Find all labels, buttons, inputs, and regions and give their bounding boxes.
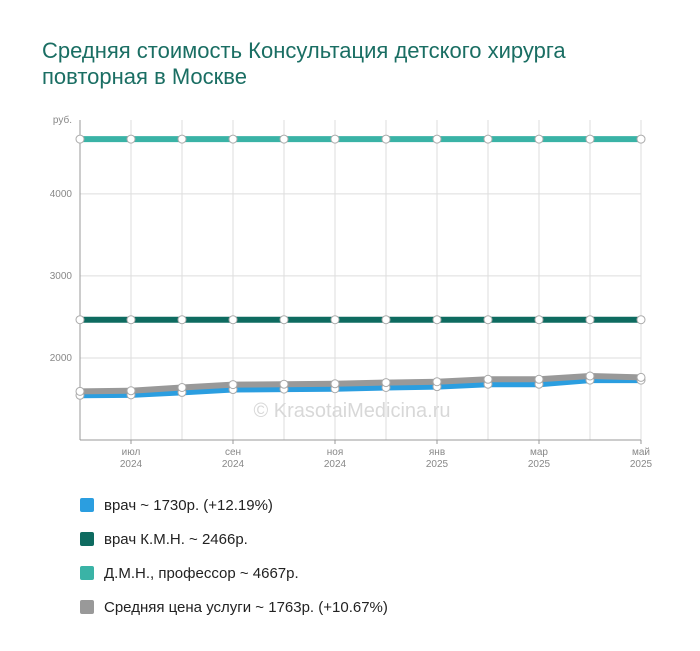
data-point	[126, 134, 136, 144]
x-tick-label-year: 2025	[528, 459, 551, 470]
data-point	[228, 315, 238, 325]
data-point	[177, 134, 187, 144]
data-point	[381, 378, 391, 388]
data-point	[483, 134, 493, 144]
x-tick-label-year: 2024	[222, 459, 245, 470]
chart-title: Средняя стоимость Консультация детского …	[42, 38, 566, 89]
x-tick-label-year: 2024	[324, 459, 347, 470]
data-point	[534, 315, 544, 325]
x-tick-label-month: сен	[225, 447, 241, 458]
x-tick-label-year: 2025	[630, 459, 653, 470]
legend-item-vrach-kmn[interactable]: врач К.М.Н. ~ 2466р.	[80, 522, 388, 556]
x-tick-label-month: июл	[122, 447, 141, 458]
data-point	[279, 315, 289, 325]
x-tick-label-month: ноя	[327, 447, 344, 458]
y-tick-label: 4000	[50, 189, 73, 200]
data-point	[177, 382, 187, 392]
data-point	[585, 371, 595, 381]
line-chart: 200030004000руб.июл2024сен2024ноя2024янв…	[50, 114, 653, 470]
legend-swatch	[80, 498, 94, 512]
data-point	[534, 134, 544, 144]
data-point	[432, 315, 442, 325]
legend-label: врач ~ 1730р. (+12.19%)	[104, 496, 273, 514]
data-point	[279, 379, 289, 389]
legend: врач ~ 1730р. (+12.19%) врач К.М.Н. ~ 24…	[80, 488, 388, 624]
data-point	[585, 134, 595, 144]
data-point	[330, 134, 340, 144]
y-tick-label: 3000	[50, 271, 73, 282]
watermark: © KrasotaiMedicina.ru	[253, 400, 450, 422]
data-point	[228, 380, 238, 390]
data-point	[381, 134, 391, 144]
data-point	[636, 315, 646, 325]
data-point	[330, 315, 340, 325]
x-tick-label-year: 2024	[120, 459, 143, 470]
data-point	[483, 374, 493, 384]
legend-label: Средняя цена услуги ~ 1763р. (+10.67%)	[104, 598, 388, 616]
data-point	[483, 315, 493, 325]
data-point	[636, 372, 646, 382]
legend-item-average-price[interactable]: Средняя цена услуги ~ 1763р. (+10.67%)	[80, 590, 388, 624]
x-tick-label-month: май	[632, 447, 650, 458]
data-point	[228, 134, 238, 144]
data-point	[585, 315, 595, 325]
data-point	[432, 134, 442, 144]
x-tick-label-month: янв	[429, 447, 445, 458]
legend-swatch	[80, 532, 94, 546]
series-line-0	[77, 377, 644, 399]
data-point	[177, 315, 187, 325]
data-point	[279, 134, 289, 144]
x-tick-label-year: 2025	[426, 459, 449, 470]
legend-swatch	[80, 566, 94, 580]
data-point	[636, 134, 646, 144]
data-point	[432, 377, 442, 387]
legend-item-dmn-professor[interactable]: Д.М.Н., профессор ~ 4667р.	[80, 556, 388, 590]
legend-label: врач К.М.Н. ~ 2466р.	[104, 530, 248, 548]
data-point	[75, 315, 85, 325]
legend-swatch	[80, 600, 94, 614]
legend-item-vrach[interactable]: врач ~ 1730р. (+12.19%)	[80, 488, 388, 522]
series-line-1	[77, 373, 644, 395]
y-tick-label: 2000	[50, 353, 73, 364]
data-point	[534, 374, 544, 384]
data-point	[330, 379, 340, 389]
y-unit-label: руб.	[53, 114, 72, 126]
data-point	[75, 386, 85, 396]
legend-label: Д.М.Н., профессор ~ 4667р.	[104, 564, 299, 582]
data-point	[75, 134, 85, 144]
x-tick-label-month: мар	[530, 447, 548, 458]
data-point	[381, 315, 391, 325]
data-point	[126, 315, 136, 325]
data-point	[126, 386, 136, 396]
